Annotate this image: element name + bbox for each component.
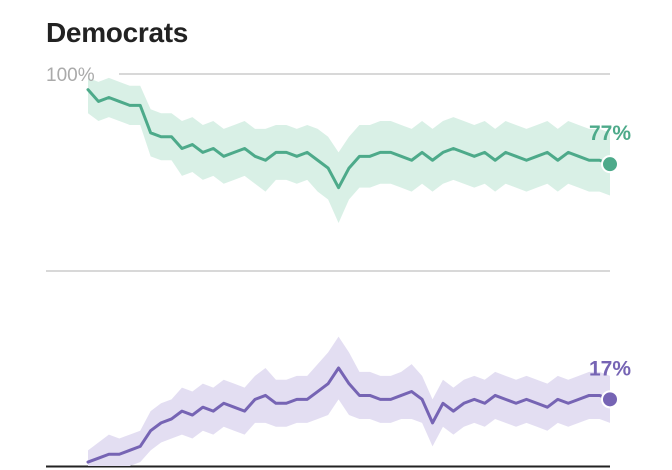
end-labels: 77% 17% xyxy=(589,122,631,380)
series-line-2 xyxy=(86,366,612,464)
series-lines xyxy=(86,88,612,464)
end-label-series-1: 77% xyxy=(589,122,631,145)
end-dots xyxy=(601,155,619,409)
series-line-1 xyxy=(86,88,612,190)
confidence-band-series-1 xyxy=(88,77,610,223)
grid-lines xyxy=(46,73,610,468)
y-tick-label-100: 100% xyxy=(46,65,95,86)
confidence-band-series-2 xyxy=(88,336,610,466)
confidence-bands xyxy=(88,77,610,466)
end-dot-series-2 xyxy=(601,390,619,409)
end-dot-series-1 xyxy=(601,155,619,174)
chart-title: Democrats xyxy=(46,17,189,48)
end-label-series-2: 17% xyxy=(589,357,631,380)
